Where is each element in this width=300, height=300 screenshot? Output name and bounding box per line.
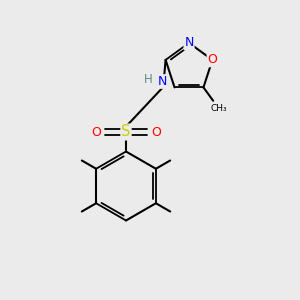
Text: N: N xyxy=(158,75,167,88)
Text: S: S xyxy=(121,124,131,140)
Text: O: O xyxy=(91,125,101,139)
Text: N: N xyxy=(184,36,194,50)
Text: O: O xyxy=(208,53,217,66)
Text: H: H xyxy=(144,74,153,86)
Text: CH₃: CH₃ xyxy=(210,103,227,112)
Text: O: O xyxy=(151,125,161,139)
